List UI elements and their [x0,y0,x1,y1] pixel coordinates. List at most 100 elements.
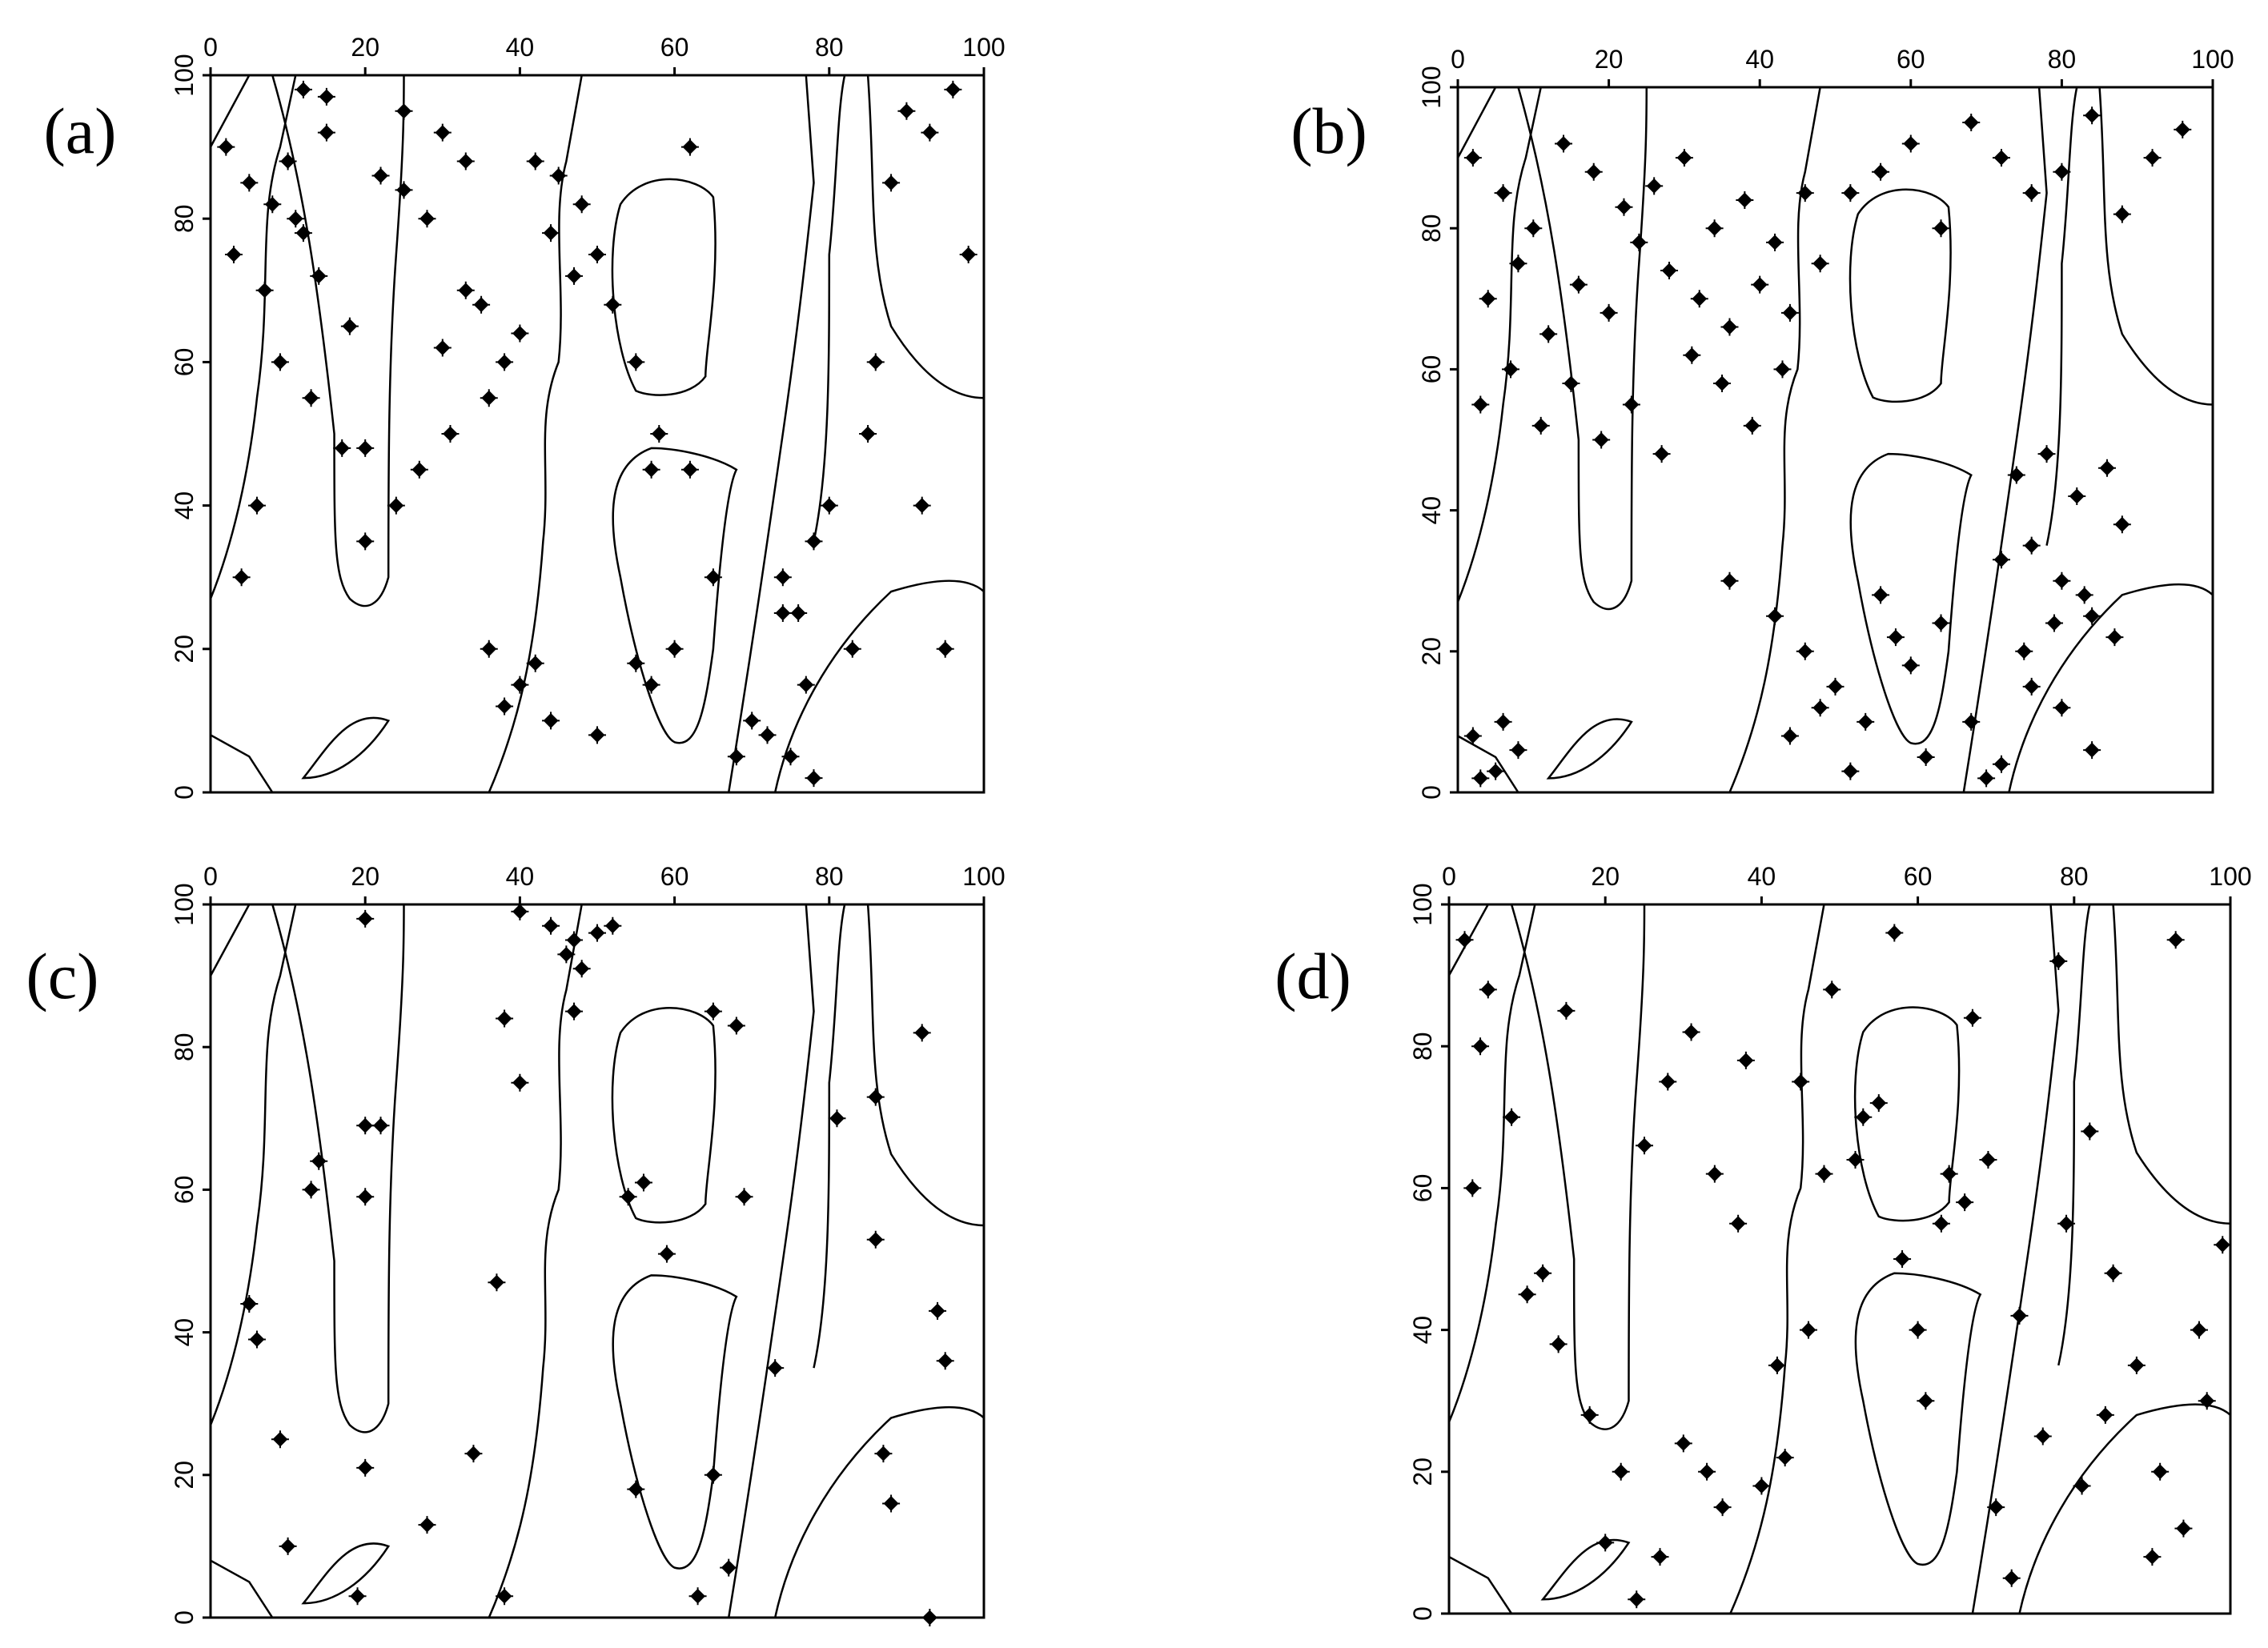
point [1854,1108,1873,1126]
point [743,712,761,730]
y-tick-label: 80 [1408,1032,1437,1061]
point [496,1587,514,1606]
x-tick-label: 0 [203,33,218,62]
point [1780,727,1799,745]
point [1743,416,1761,435]
point [704,1002,722,1020]
point [1509,741,1527,760]
point [1471,769,1490,788]
point [2083,607,2101,625]
point [2081,1122,2099,1141]
point [526,152,544,170]
y-tick-label: 60 [170,1176,199,1205]
point [488,1273,506,1292]
point [627,1480,645,1498]
point [271,353,289,371]
point [828,1109,846,1128]
point [1555,134,1573,153]
point [897,102,916,120]
point [1977,769,1996,788]
point [371,166,390,185]
point [1596,1534,1615,1552]
plot-frame [1456,86,2214,794]
point [348,1587,367,1606]
point [1705,1165,1724,1183]
point [1675,149,1693,167]
point [1909,1321,1927,1339]
y-tick-label: 100 [1417,66,1446,108]
x-tick-label: 60 [660,862,689,891]
point [2045,614,2063,632]
point [1962,114,1981,132]
x-tick-label: 80 [2060,862,2089,891]
point [294,224,312,243]
point [805,769,823,788]
point [797,676,815,694]
point [2214,1236,2232,1254]
point [2127,1356,2146,1374]
y-tick-label: 20 [170,635,199,664]
point [1600,303,1618,322]
point [1729,1214,1748,1233]
point [1471,395,1490,414]
point [410,460,428,479]
y-tick-label: 40 [170,491,199,520]
point [588,246,606,263]
point [1796,184,1814,202]
point [1963,1008,1981,1027]
point [913,1024,931,1042]
point [1713,1498,1732,1517]
point [2053,699,2071,717]
point [642,460,660,479]
point [2083,741,2101,760]
point [1987,1498,2005,1517]
point [781,748,800,766]
point [2073,1477,2091,1495]
point [1917,1392,1935,1410]
x-tick-label: 20 [1595,45,1624,74]
point [1992,551,2010,569]
point [496,1009,514,1028]
x-tick-label: 60 [1897,45,1925,74]
point [773,604,792,622]
point [959,246,977,263]
point [1872,162,1890,181]
point [2198,1392,2216,1410]
y-tick-label: 100 [170,883,199,925]
point [395,102,413,120]
point [557,945,576,964]
point [619,1188,637,1206]
point [1549,1335,1568,1353]
point [565,931,584,949]
point [271,1430,289,1449]
point [1705,219,1724,238]
point [456,152,475,170]
point [1471,1037,1490,1056]
point [511,676,529,694]
point [2053,571,2071,590]
point [1518,1285,1536,1304]
x-tick-label: 100 [962,862,1005,891]
point [1674,1434,1692,1453]
point [1841,184,1860,202]
point [1683,346,1701,364]
point [882,1494,901,1513]
point [1539,325,1558,343]
point [340,317,359,335]
point [680,138,699,156]
point [874,1445,893,1463]
point [418,210,436,228]
point [1811,255,1829,273]
point [549,166,568,185]
y-tick-label: 60 [1417,355,1446,384]
y-tick-label: 0 [1408,1606,1437,1621]
point [773,568,792,587]
point [2113,515,2131,534]
x-tick-label: 0 [1451,45,1465,74]
x-tick-label: 60 [1904,862,1933,891]
point [1713,375,1732,393]
x-tick-label: 100 [2191,45,2234,74]
